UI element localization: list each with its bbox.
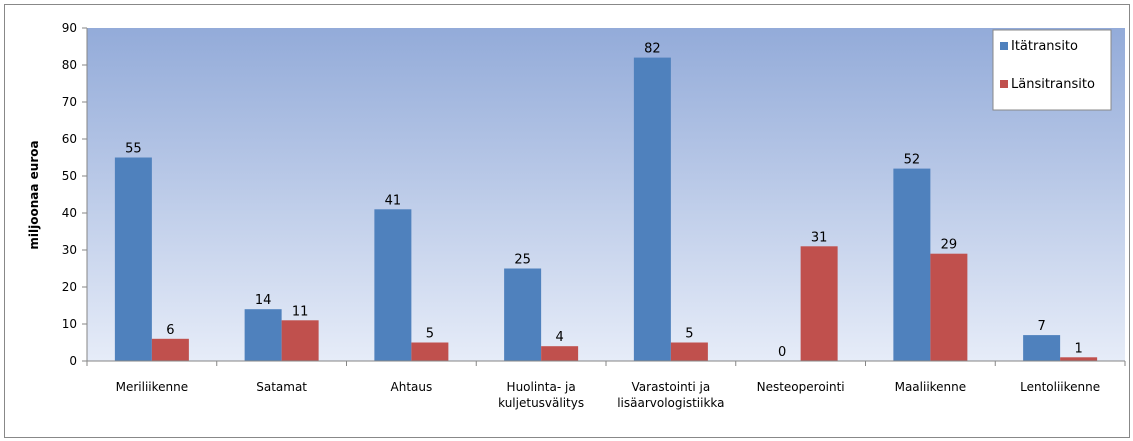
bar-lansitransito bbox=[541, 346, 579, 361]
x-tick-label: Satamat bbox=[256, 380, 307, 394]
data-label: 31 bbox=[811, 230, 828, 245]
legend-label-lansitransito: Länsitransito bbox=[1011, 77, 1095, 92]
data-label: 41 bbox=[385, 193, 402, 208]
y-tick-label: 40 bbox=[62, 206, 77, 220]
data-label: 5 bbox=[426, 327, 434, 342]
legend-label-itatransito: Itätransito bbox=[1011, 39, 1078, 54]
x-tick-label: Varastointi ja bbox=[632, 380, 711, 394]
bar-itatransito bbox=[893, 168, 931, 361]
y-tick-label: 70 bbox=[62, 95, 77, 109]
x-tick-label: Huolinta- ja bbox=[507, 380, 576, 394]
y-tick-label: 0 bbox=[69, 354, 77, 368]
data-label: 7 bbox=[1037, 319, 1045, 334]
legend: Itätransito Länsitransito bbox=[992, 29, 1112, 111]
bar-itatransito bbox=[374, 209, 412, 361]
plot-area bbox=[87, 28, 1125, 361]
y-tick-label: 60 bbox=[62, 132, 77, 146]
y-tick-label: 80 bbox=[62, 58, 77, 72]
data-label: 11 bbox=[292, 304, 309, 319]
bar-lansitransito bbox=[800, 246, 838, 361]
data-label: 25 bbox=[514, 253, 531, 268]
x-tick-label: Ahtaus bbox=[391, 380, 433, 394]
y-tick-label: 10 bbox=[62, 317, 77, 331]
data-label: 0 bbox=[778, 345, 786, 360]
data-label: 55 bbox=[125, 142, 142, 157]
x-tick-label: Meriliikenne bbox=[116, 380, 189, 394]
data-label: 5 bbox=[685, 327, 693, 342]
legend-box bbox=[992, 29, 1112, 111]
bar-labels: 55 6 14 11 41 5 25 4 82 5 0 31 52 29 7 1 bbox=[125, 42, 1083, 360]
data-label: 14 bbox=[255, 293, 272, 308]
y-axis-title: miljoonaa euroa bbox=[27, 140, 41, 249]
data-label: 82 bbox=[644, 42, 661, 57]
x-tick-label: Maaliikenne bbox=[895, 380, 967, 394]
bar-lansitransito bbox=[1060, 357, 1098, 361]
legend-swatch-itatransito bbox=[1000, 42, 1008, 50]
bar-lansitransito bbox=[151, 338, 189, 361]
legend-swatch-lansitransito bbox=[1000, 80, 1008, 88]
bar-itatransito bbox=[244, 309, 282, 361]
x-tick-label: Nesteoperointi bbox=[757, 380, 845, 394]
x-tick-label: Lentoliikenne bbox=[1020, 380, 1100, 394]
bar-itatransito bbox=[114, 157, 152, 361]
y-tick-label: 30 bbox=[62, 243, 77, 257]
data-label: 4 bbox=[555, 330, 563, 345]
y-tick-label: 90 bbox=[62, 21, 77, 35]
data-label: 29 bbox=[941, 238, 958, 253]
bar-itatransito bbox=[633, 57, 671, 361]
bar-lansitransito bbox=[281, 320, 319, 361]
x-axis: Meriliikenne Satamat Ahtaus Huolinta- ja kul… bbox=[86, 360, 1126, 410]
bar-lansitransito bbox=[930, 253, 968, 361]
y-tick-label: 50 bbox=[62, 169, 77, 183]
data-label: 52 bbox=[904, 153, 921, 168]
bar-itatransito bbox=[1023, 335, 1061, 361]
data-label: 6 bbox=[166, 323, 174, 338]
bar-lansitransito bbox=[670, 342, 708, 361]
y-axis: 0 10 20 30 40 50 60 70 80 90 bbox=[62, 21, 88, 368]
bar-lansitransito bbox=[411, 342, 449, 361]
x-tick-label: kuljetusvälitys bbox=[498, 396, 584, 410]
x-tick-label: lisäarvologistiikka bbox=[617, 396, 724, 410]
y-tick-label: 20 bbox=[62, 280, 77, 294]
bars bbox=[114, 57, 1098, 361]
bar-itatransito bbox=[504, 268, 542, 361]
data-label: 1 bbox=[1074, 341, 1082, 356]
